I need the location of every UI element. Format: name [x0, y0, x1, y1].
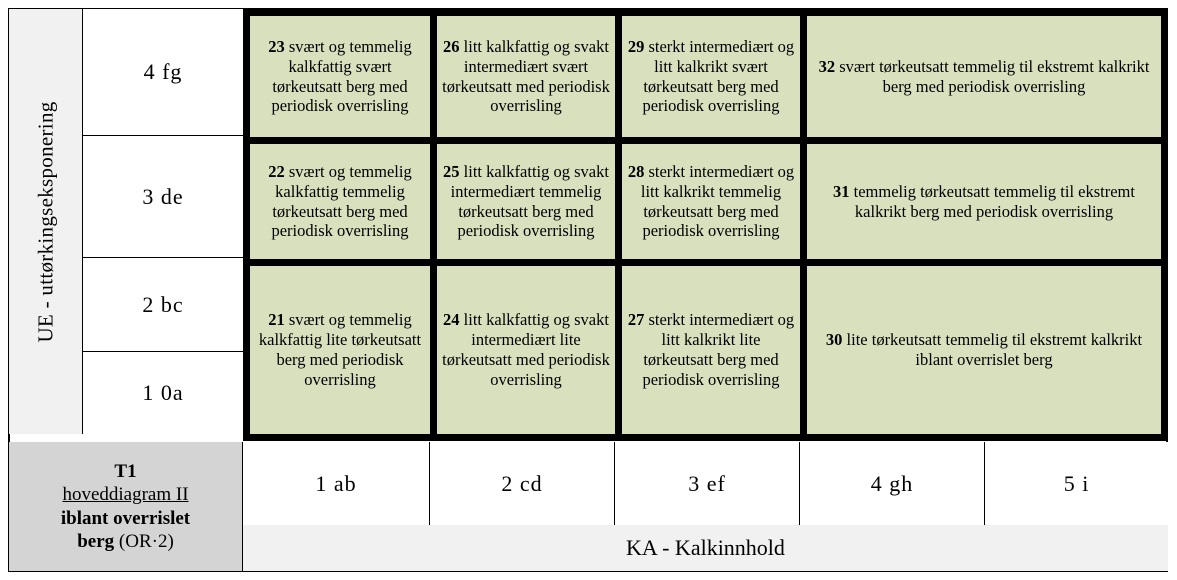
matrix-cell-26-number: 26 [443, 36, 460, 56]
ka-column-header-1ab[interactable]: 1 ab [243, 442, 430, 525]
ue-row-label-3de: 3 de [83, 136, 243, 258]
ka-column-header-2cd[interactable]: 2 cd [430, 442, 615, 525]
diagram-title-line3: iblant overrislet [60, 507, 191, 529]
ue-row-label-text: 3 de [142, 183, 184, 209]
matrix-cell-26-text: 26 litt kalkfattig og svakt intermediært… [442, 36, 610, 116]
ue-row-label-10a: 1 0a [83, 352, 243, 434]
diagram-title-line1: T1 [114, 461, 137, 483]
ue-row-label-text: 1 0a [142, 380, 184, 405]
ka-column-header-5i[interactable]: 5 i [985, 442, 1168, 525]
diagram-title-line4a: berg [77, 530, 119, 552]
matrix-cell-27-number: 27 [627, 310, 645, 330]
matrix-cell-28-text: 28 sterkt intermediært og litt kalkrikt … [627, 161, 795, 241]
ka-column-header-row: 1 ab 2 cd 3 ef 4 gh 5 i [243, 442, 1168, 525]
matrix-cell-32[interactable]: 32 svært tørkeutsatt temmelig til ekstre… [807, 16, 1161, 137]
matrix-cell-27[interactable]: 27 sterkt intermediært og litt kalkrikt … [622, 266, 800, 434]
vertical-axis-label-text: UE - uttørkingseksponering [33, 100, 57, 343]
matrix-cell-23[interactable]: 23 svært og temmelig kalkfattig svært tø… [250, 16, 430, 137]
ka-column-header-text: 5 i [1063, 470, 1090, 496]
diagram-title-text: T1 hoveddiagram II iblant overrislet ber… [61, 460, 190, 553]
ka-column-header-3ef[interactable]: 3 ef [615, 442, 800, 525]
ka-column-header-4gh[interactable]: 4 gh [800, 442, 985, 525]
ka-column-header-text: 1 ab [315, 470, 357, 496]
matrix-cell-22-text: 22 svært og temmelig kalkfattig temmelig… [268, 161, 412, 241]
ue-row-label-4fg: 4 fg [83, 9, 243, 136]
matrix-cell-21[interactable]: 21 svært og temmelig kalkfattig lite tør… [250, 266, 430, 434]
ue-row-label-column: 4 fg 3 de 2 bc 1 0a [83, 9, 243, 434]
ka-column-header-text: 2 cd [501, 470, 543, 496]
matrix-cell-30-text: 30 lite tørkeutsatt temmelig til ekstrem… [825, 330, 1143, 369]
matrix-cell-28-number: 28 [627, 161, 645, 181]
matrix-cell-32-number: 32 [818, 56, 836, 76]
matrix-cell-24-number: 24 [443, 310, 460, 330]
matrix-cell-23-number: 23 [268, 36, 285, 56]
matrix-cell-29-number: 29 [627, 36, 645, 56]
matrix-cell-21-number: 21 [268, 310, 285, 330]
horizontal-axis-label-text: KA - Kalkinnhold [626, 535, 785, 560]
matrix-cell-28[interactable]: 28 sterkt intermediært og litt kalkrikt … [622, 144, 800, 259]
diagram-title-line4b: (OR·2) [118, 530, 174, 552]
vertical-axis-label-cell: UE - uttørkingseksponering [9, 9, 83, 434]
diagram-title-cell: T1 hoveddiagram II iblant overrislet ber… [9, 442, 243, 571]
matrix-cell-24[interactable]: 24 litt kalkfattig og svakt intermediært… [437, 266, 615, 434]
matrix-cell-29-text: 29 sterkt intermediært og litt kalkrikt … [627, 36, 795, 116]
matrix-cell-31[interactable]: 31 temmelig tørkeutsatt temmelig til eks… [807, 144, 1161, 259]
ue-row-label-2bc: 2 bc [83, 258, 243, 352]
matrix-cell-25-text: 25 litt kalkfattig og svakt intermediært… [443, 161, 609, 241]
diagram-title-line2: hoveddiagram II [62, 484, 189, 506]
matrix-cell-29[interactable]: 29 sterkt intermediært og litt kalkrikt … [622, 16, 800, 137]
matrix-cell-21-text: 21 svært og temmelig kalkfattig lite tør… [258, 310, 422, 389]
matrix-cell-30[interactable]: 30 lite tørkeutsatt temmelig til ekstrem… [807, 266, 1161, 434]
ka-column-header-text: 3 ef [688, 470, 726, 496]
matrix-cell-30-number: 30 [825, 330, 843, 350]
matrix-cell-25-number: 25 [443, 161, 460, 181]
ue-row-label-text: 2 bc [142, 291, 184, 317]
matrix-cell-31-text: 31 temmelig tørkeutsatt temmelig til eks… [833, 181, 1135, 221]
matrix-cell-23-text: 23 svært og temmelig kalkfattig svært tø… [268, 36, 412, 116]
matrix-cell-31-number: 31 [833, 181, 850, 201]
matrix-cell-22[interactable]: 22 svært og temmelig kalkfattig temmelig… [250, 144, 430, 259]
ka-column-header-text: 4 gh [870, 470, 914, 496]
matrix-cell-24-text: 24 litt kalkfattig og svakt intermediært… [442, 310, 610, 389]
ue-row-label-text: 4 fg [143, 59, 183, 84]
matrix-cell-22-number: 22 [268, 161, 285, 181]
matrix-cell-26[interactable]: 26 litt kalkfattig og svakt intermediært… [437, 16, 615, 137]
matrix-cell-25[interactable]: 25 litt kalkfattig og svakt intermediært… [437, 144, 615, 259]
matrix-cell-32-text: 32 svært tørkeutsatt temmelig til ekstre… [818, 56, 1150, 96]
matrix-grid: 23 svært og temmelig kalkfattig svært tø… [243, 9, 1168, 441]
horizontal-axis-label-cell: KA - Kalkinnhold [243, 525, 1168, 571]
matrix-cell-27-text: 27 sterkt intermediært og litt kalkrikt … [627, 310, 795, 389]
